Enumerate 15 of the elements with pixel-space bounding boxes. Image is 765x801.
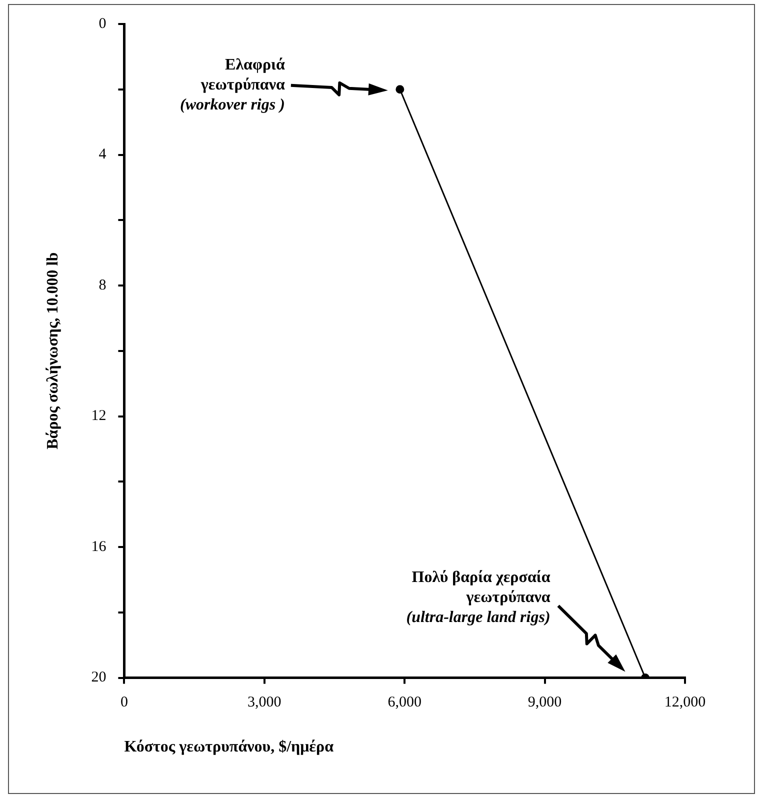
y-tick-label: 20: [91, 670, 106, 686]
y-tick-label: 12: [91, 408, 106, 424]
x-tick-label: 12,000: [664, 694, 706, 711]
y-tick-label: 0: [98, 16, 106, 32]
x-axis-title: Κόστος γεωτρυπάνου, $/ημέρα: [124, 738, 334, 756]
x-tick-label: 0: [120, 694, 128, 711]
x-tick-label: 3,000: [248, 694, 282, 711]
y-axis-title: Βάρος σωλήνωσης, 10.000 lb: [44, 252, 62, 450]
annotation: Πολύ βαρία χερσαία γεωτρύπανα (ultra-large land rigs): [406, 568, 550, 626]
annotation: Ελαφριά γεωτρύπανα (workover rigs ): [180, 56, 285, 114]
y-tick-label: 16: [91, 538, 107, 555]
x-tick-label: 9,000: [528, 694, 562, 711]
y-tick-label: 8: [98, 277, 106, 294]
y-tick-label: 4: [98, 146, 107, 163]
x-tick-label: 6,000: [388, 694, 422, 711]
